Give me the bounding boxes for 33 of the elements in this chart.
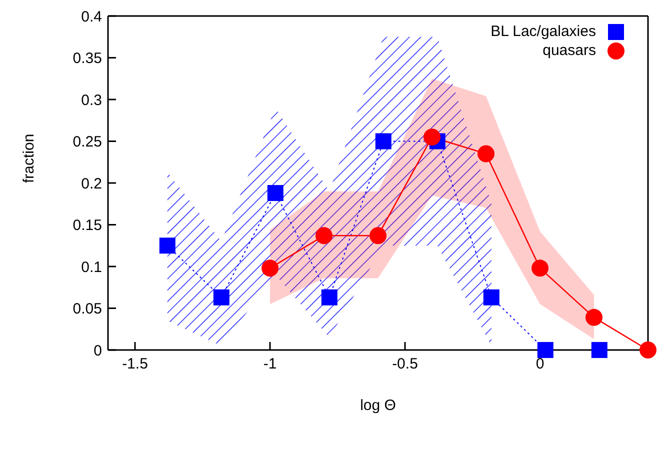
point xyxy=(586,308,602,326)
point xyxy=(478,145,494,162)
point xyxy=(537,342,554,358)
x-tick-label: -1 xyxy=(263,356,277,373)
point xyxy=(267,185,284,202)
y-tick-label: 0.2 xyxy=(81,175,102,192)
y-axis-title: fraction xyxy=(20,134,38,183)
y-tick-label: 0.25 xyxy=(72,134,102,151)
point xyxy=(316,227,332,244)
point xyxy=(321,289,338,306)
y-tick-label: 0.15 xyxy=(72,217,102,234)
point xyxy=(159,238,176,254)
x-tick-label: -1.5 xyxy=(122,356,148,373)
point xyxy=(640,342,656,358)
y-tick-label: 0 xyxy=(94,342,102,360)
y-tick-label: 0.05 xyxy=(72,300,102,318)
point xyxy=(213,289,230,306)
legend-label: BL Lac/galaxies xyxy=(490,23,596,40)
x-tick-label: -0.5 xyxy=(392,356,418,373)
point xyxy=(370,227,386,244)
y-tick-label: 0.4 xyxy=(81,8,102,26)
point xyxy=(591,342,608,358)
y-tick-label: 0.3 xyxy=(81,92,102,109)
y-tick-label: 0.35 xyxy=(72,50,102,68)
point xyxy=(424,128,440,146)
legend-label: quasars xyxy=(542,42,596,59)
point xyxy=(532,260,548,277)
point xyxy=(262,260,278,277)
y-tick-label: 0.1 xyxy=(81,258,102,276)
x-axis-title: log Θ xyxy=(360,397,396,414)
x-tick-label: 0 xyxy=(536,356,544,373)
point xyxy=(375,133,392,150)
point xyxy=(483,289,500,306)
